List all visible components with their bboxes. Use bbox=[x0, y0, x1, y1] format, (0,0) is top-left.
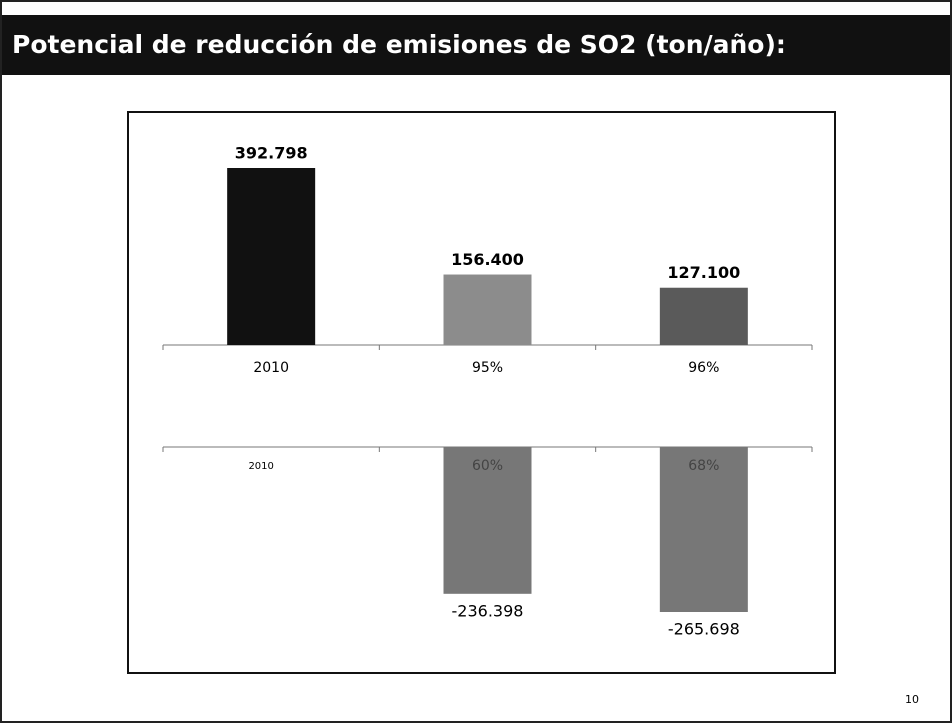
category-label: 60% bbox=[472, 458, 503, 474]
bar bbox=[659, 447, 748, 612]
value-label: -265.698 bbox=[668, 620, 740, 639]
value-label: 392.798 bbox=[235, 144, 308, 163]
bar bbox=[443, 274, 532, 345]
value-label: -236.398 bbox=[452, 601, 524, 620]
title-bar bbox=[2, 15, 950, 75]
bar bbox=[443, 447, 532, 594]
value-label: 156.400 bbox=[451, 250, 524, 269]
category-label: 68% bbox=[688, 458, 719, 474]
category-label: 2010 bbox=[253, 360, 289, 376]
bar bbox=[227, 168, 316, 345]
category-label: 2010 bbox=[248, 461, 273, 472]
slide-title: Potencial de reducción de emisiones de S… bbox=[12, 30, 786, 59]
category-label: 96% bbox=[688, 360, 719, 376]
bar bbox=[659, 287, 748, 345]
category-label: 95% bbox=[472, 360, 503, 376]
page-number: 10 bbox=[905, 693, 919, 706]
value-label: 127.100 bbox=[667, 263, 740, 282]
